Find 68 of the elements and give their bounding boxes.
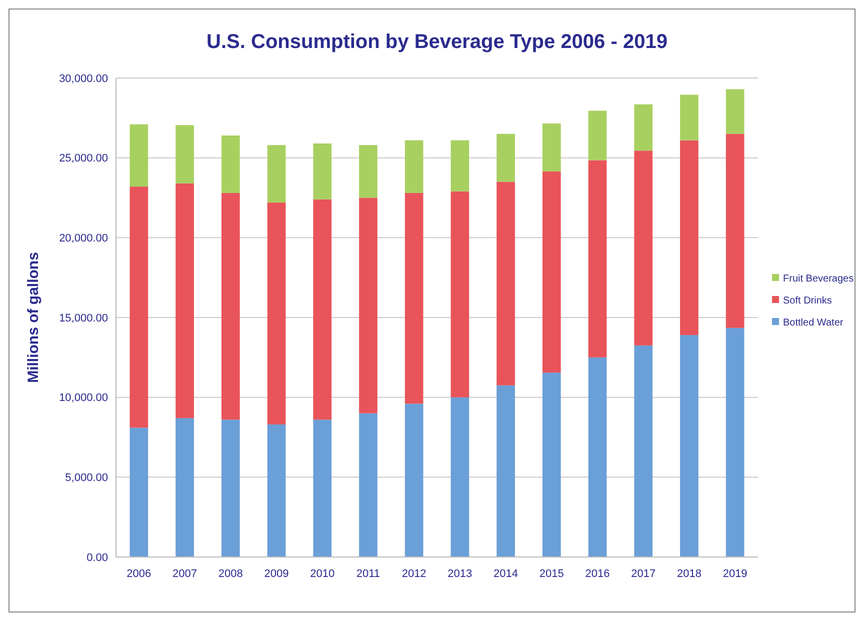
x-tick-label: 2015	[539, 568, 564, 580]
bar	[313, 143, 332, 200]
x-tick-label: 2018	[676, 568, 702, 580]
bar	[313, 199, 332, 420]
bar	[267, 202, 286, 424]
bar	[267, 424, 286, 557]
bar	[359, 413, 378, 557]
legend-label: Soft Drinks	[783, 296, 832, 306]
bar	[634, 150, 653, 346]
bar	[680, 140, 698, 336]
bar	[680, 335, 698, 557]
x-tick-label: 2008	[218, 568, 243, 580]
bar	[450, 140, 470, 192]
bar	[130, 428, 148, 557]
y-tick-label: 30,000.00	[59, 72, 108, 85]
x-tick-label: 2016	[585, 568, 610, 580]
bar	[176, 125, 194, 184]
bar	[404, 140, 424, 193]
bar	[542, 124, 561, 172]
bar	[634, 104, 653, 151]
bar	[542, 171, 561, 373]
bar	[496, 385, 515, 557]
bar	[726, 328, 744, 557]
bar	[588, 110, 607, 160]
bar	[726, 89, 744, 134]
y-tick-label: 20,000.00	[59, 232, 108, 245]
legend-label: Fruit Beverages	[783, 274, 854, 284]
bar	[496, 134, 515, 182]
x-tick-label: 2006	[126, 568, 152, 580]
bar	[130, 124, 148, 187]
x-tick-label: 2012	[402, 568, 426, 580]
x-tick-label: 2014	[494, 568, 518, 580]
bar	[221, 420, 240, 557]
bar	[588, 160, 607, 358]
bar	[496, 182, 515, 386]
bar	[726, 134, 744, 328]
bar	[313, 420, 332, 557]
y-tick-label: 25,000.00	[59, 152, 108, 165]
x-tick-label: 2019	[722, 568, 748, 580]
chart-title: U.S. Consumption by Beverage Type 2006 - 2019	[206, 31, 668, 53]
bar	[450, 191, 470, 398]
x-tick-label: 2009	[264, 568, 289, 580]
bar	[221, 135, 240, 193]
bar	[404, 404, 424, 557]
bar	[176, 418, 194, 557]
bar	[634, 345, 653, 557]
x-tick-label: 2011	[356, 568, 380, 580]
bar	[359, 198, 378, 414]
bar	[130, 186, 148, 428]
bar	[450, 397, 470, 557]
y-tick-label: 5,000.00	[65, 472, 108, 484]
bar	[680, 94, 698, 140]
x-tick-label: 2013	[448, 568, 472, 580]
bar	[404, 192, 424, 404]
legend-label: Bottled Water	[783, 318, 844, 328]
x-tick-label: 2010	[310, 568, 335, 580]
y-axis-title: Millions of gallons	[25, 252, 42, 383]
y-tick-label: 0.00	[86, 552, 108, 564]
bar	[542, 372, 561, 557]
y-tick-label: 10,000.00	[59, 392, 108, 404]
bar	[221, 192, 240, 420]
bar	[588, 357, 607, 557]
x-tick-label: 2007	[172, 568, 198, 580]
x-tick-label: 2017	[631, 568, 656, 580]
bar	[176, 183, 194, 418]
bar	[267, 145, 286, 203]
y-tick-label: 15,000.00	[59, 312, 108, 324]
bar	[359, 145, 378, 198]
